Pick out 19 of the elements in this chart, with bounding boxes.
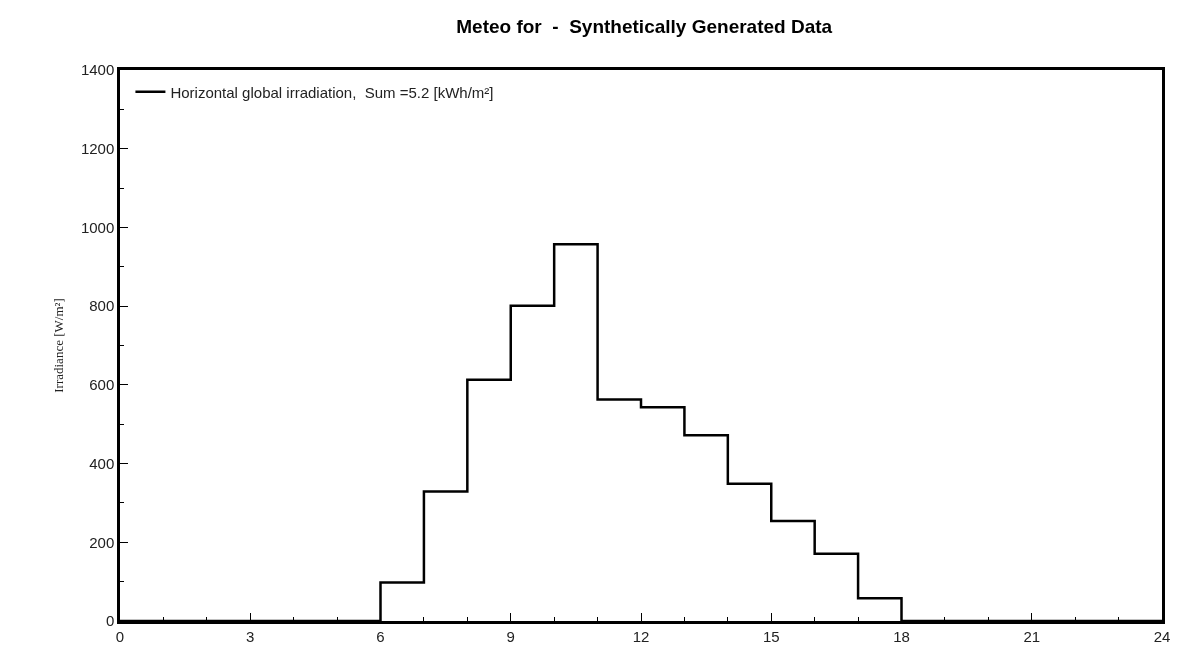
- x-tick-label: 3: [246, 627, 255, 645]
- y-tick-label: 200: [89, 533, 115, 551]
- x-tick-label: 24: [1153, 627, 1171, 645]
- x-tick-label: 6: [376, 627, 385, 645]
- legend-label: Horizontal global irradiation, Sum =5.2 [kWh/m²]: [170, 83, 494, 101]
- y-tick-label: 400: [89, 454, 115, 472]
- y-tick-label: 1400: [80, 61, 115, 79]
- x-tick-label: 21: [1023, 627, 1041, 645]
- x-tick-label: 12: [632, 627, 650, 645]
- y-tick-label: 600: [89, 376, 115, 394]
- x-tick-label: 9: [506, 627, 515, 645]
- y-tick-label: 1000: [80, 218, 115, 236]
- y-axis-title: Irradiance [W/m²]: [50, 298, 66, 393]
- x-tick-label: 15: [762, 627, 780, 645]
- y-tick-label: 800: [89, 297, 115, 315]
- x-tick-label: 18: [893, 627, 910, 645]
- chart-title: Meteo for - Synthetically Generated Data: [456, 16, 833, 38]
- y-tick-label: 0: [105, 612, 115, 630]
- y-tick-label: 1200: [80, 139, 115, 157]
